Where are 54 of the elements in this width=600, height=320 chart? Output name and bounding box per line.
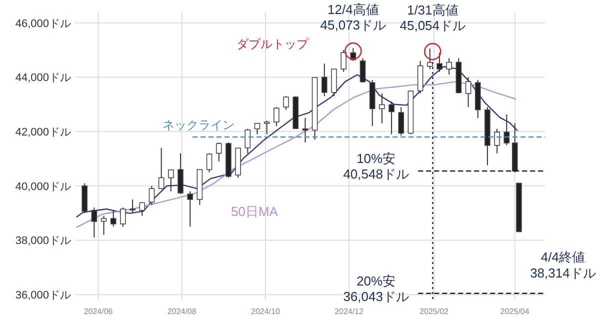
candlestick xyxy=(321,63,328,97)
line-series xyxy=(76,81,517,228)
annotation: 4/4終値 38,314ドル xyxy=(530,250,596,280)
x-tick-label: 2025/04 xyxy=(500,307,530,316)
y-tick-label: 40,000ドル xyxy=(15,180,71,193)
candlestick xyxy=(264,120,270,135)
ref-line-label: ネックライン xyxy=(162,118,234,132)
ref-line-label: 10%安 40,548ドル xyxy=(343,151,409,182)
candlestick xyxy=(302,117,308,143)
candlestick xyxy=(274,106,280,127)
candlestick xyxy=(494,128,500,154)
candlestick xyxy=(216,142,222,162)
x-tick-label: 2024/10 xyxy=(251,307,280,316)
annotation: 12/4高値 45,073ドル xyxy=(320,2,386,33)
x-tick-label: 2024/06 xyxy=(84,307,114,316)
candlestick xyxy=(504,114,510,146)
candlestick xyxy=(388,101,394,135)
candlestick xyxy=(446,58,452,75)
candlestick xyxy=(158,147,164,190)
x-tick-label: 2024/12 xyxy=(334,307,364,316)
candlestick xyxy=(110,210,116,228)
candlestick xyxy=(398,106,404,136)
candlestick xyxy=(100,215,107,236)
candlestick xyxy=(340,50,346,72)
candlestick xyxy=(168,169,174,192)
candlestick xyxy=(139,202,146,216)
annotation: ダブルトップ xyxy=(236,37,310,51)
line-series xyxy=(76,66,518,218)
candlestick xyxy=(187,190,193,228)
candlestick xyxy=(206,152,212,173)
ref-line-label: 20%安 36,043ドル xyxy=(343,273,409,304)
candlestick xyxy=(379,93,385,124)
annotation: 1/31高値 45,054ドル xyxy=(400,2,466,34)
candlestick xyxy=(254,122,260,135)
candlestick xyxy=(331,68,337,97)
y-tick-label: 46,000ドル xyxy=(15,18,71,30)
candlestick xyxy=(283,96,289,110)
text: 50日MA xyxy=(231,204,278,220)
candlestick xyxy=(360,58,366,84)
candlestick xyxy=(120,207,126,228)
x-tick-label: 2025/02 xyxy=(420,307,450,316)
candlestick xyxy=(130,198,136,214)
x-tick-label: 2024/08 xyxy=(167,307,197,316)
candlestick xyxy=(178,152,184,195)
candlestick xyxy=(427,48,433,70)
candlestick xyxy=(465,76,472,108)
y-tick-label: 36,000ドル xyxy=(15,290,71,302)
y-tick-label: 44,000ドル xyxy=(15,72,71,84)
candlestick xyxy=(91,207,98,238)
candlestick xyxy=(244,128,251,154)
candlestick xyxy=(436,52,442,72)
y-tick-label: 42,000ドル xyxy=(15,126,71,139)
y-tick-label: 38,000ドル xyxy=(15,235,71,248)
candlestick xyxy=(148,185,155,206)
